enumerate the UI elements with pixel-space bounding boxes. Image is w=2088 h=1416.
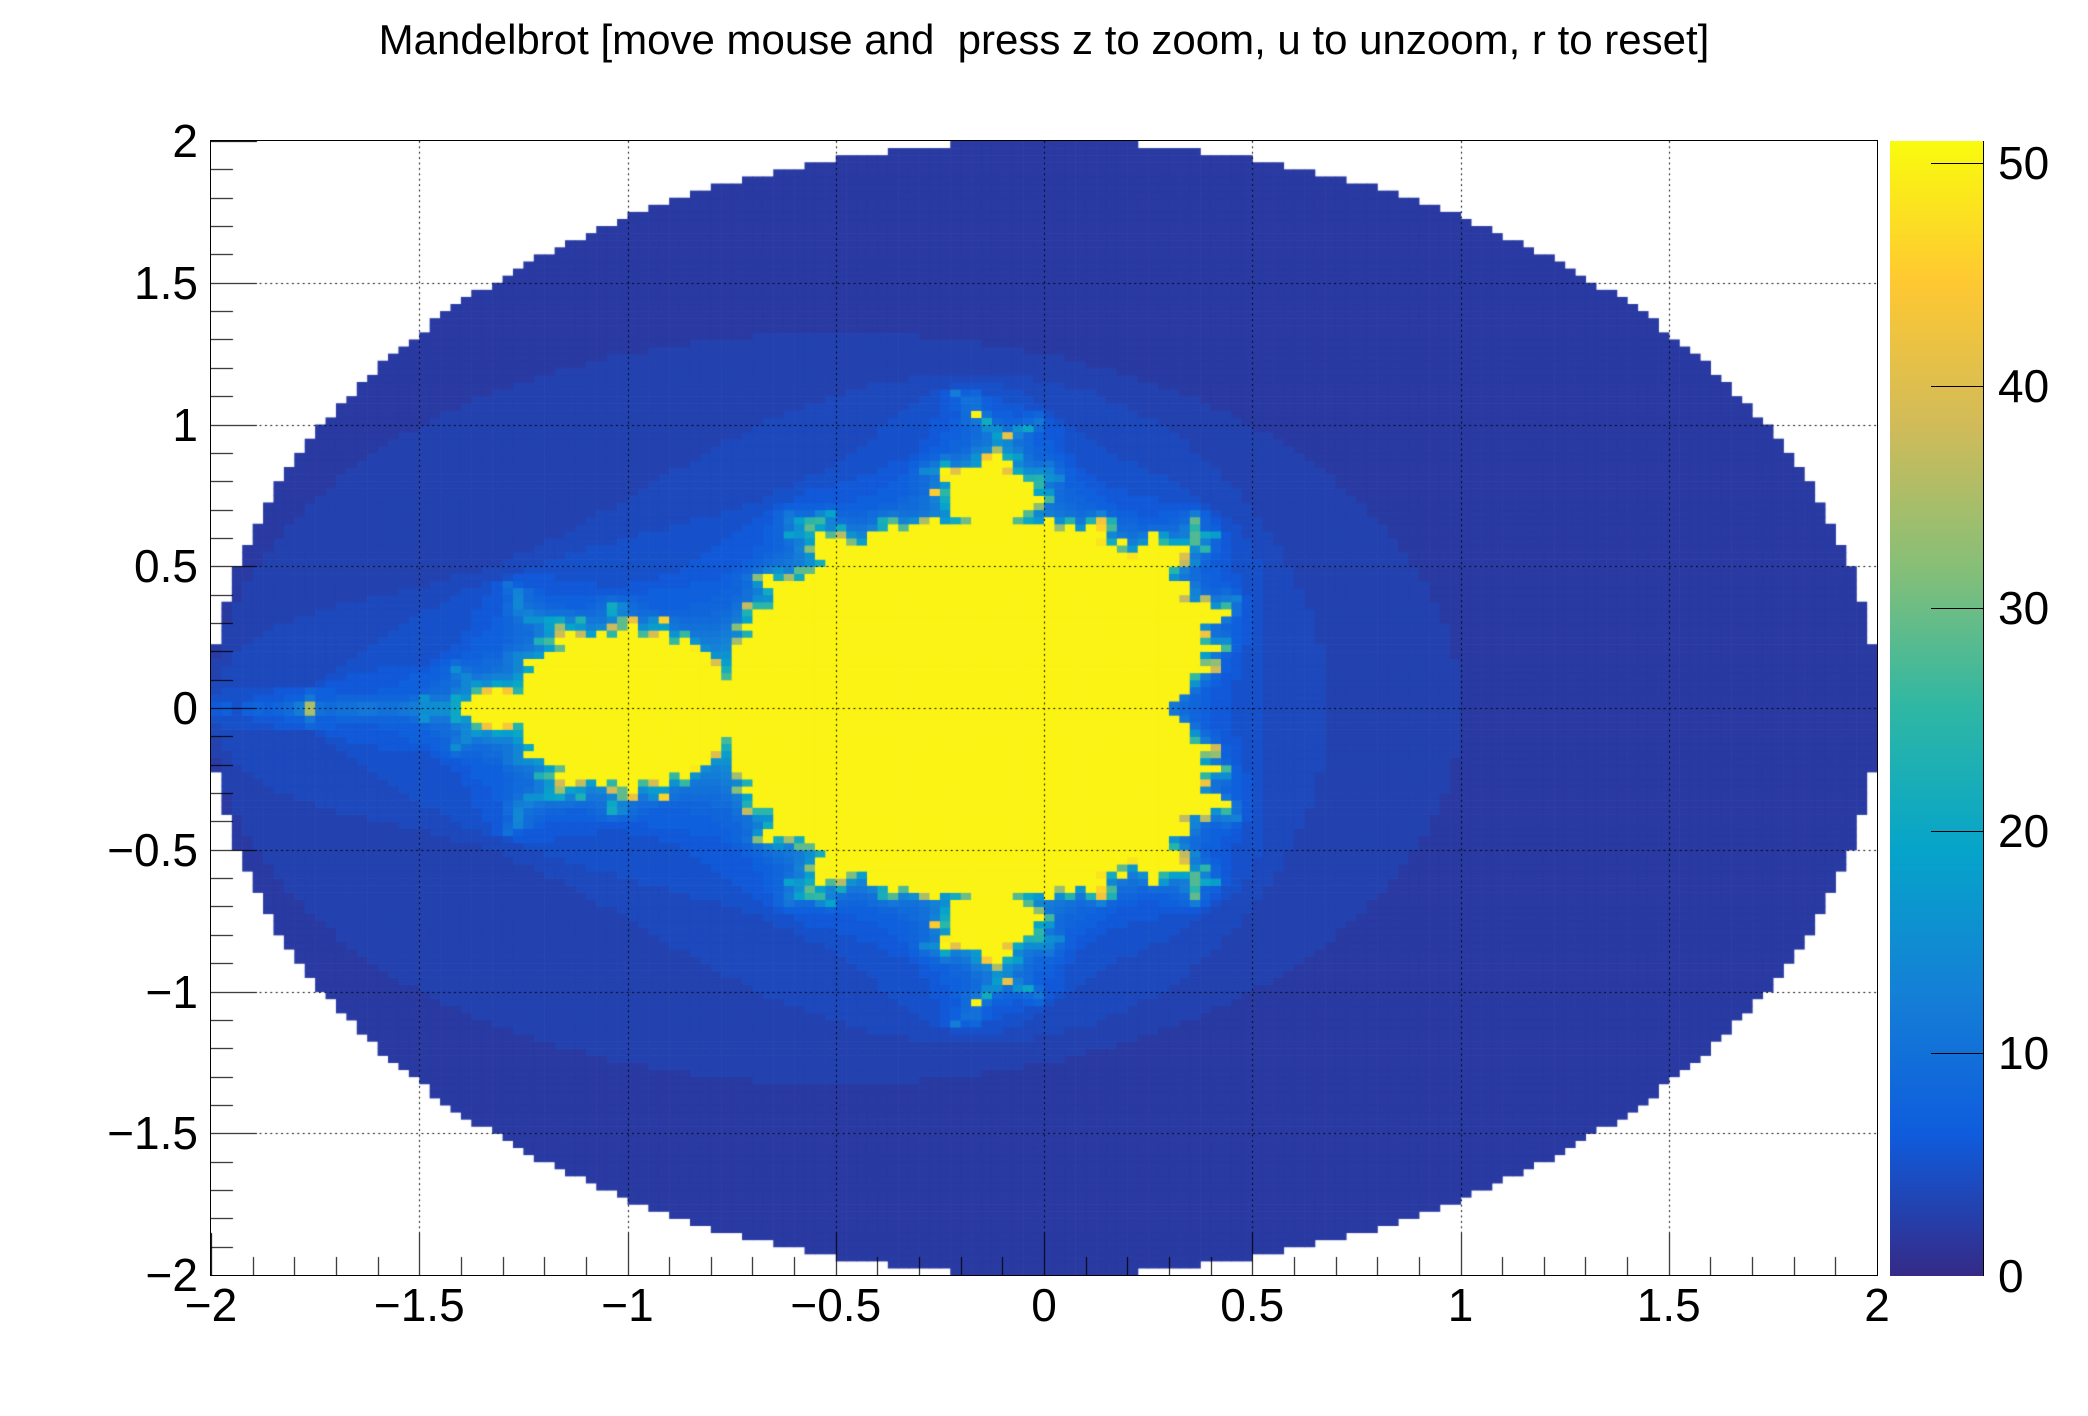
y-tick-label: 0 — [172, 682, 198, 734]
x-tick-label: −1.5 — [373, 1279, 465, 1331]
y-tick-label: 1 — [172, 398, 198, 451]
y-tick-label: 0.5 — [134, 540, 198, 593]
z-axis-line — [1983, 141, 1984, 1276]
y-tick-label: −0.5 — [107, 823, 198, 876]
z-tick-label: 30 — [1998, 582, 2050, 635]
z-tick-label: 20 — [1998, 804, 2050, 857]
z-tick-label: 50 — [1998, 137, 2050, 190]
x-tick-label: 2 — [1864, 1279, 1890, 1331]
y-tick-label: −1 — [145, 965, 198, 1018]
x-tick-label: −0.5 — [790, 1279, 882, 1331]
z-tick-label: 0 — [1998, 1250, 2024, 1302]
y-tick-label: 1.5 — [134, 256, 198, 309]
x-tick-label: 0 — [1031, 1279, 1057, 1331]
x-tick-label: 1 — [1447, 1279, 1474, 1331]
y-tick-label: −1.5 — [107, 1107, 198, 1160]
z-tick-mark — [1931, 386, 1983, 387]
x-tick-label: 1.5 — [1636, 1279, 1701, 1331]
z-tick-mark — [1931, 1053, 1983, 1054]
z-tick-mark — [1931, 831, 1983, 832]
y-tick-label: −2 — [145, 1249, 198, 1301]
chart-title: Mandelbrot [move mouse and press z to zo… — [378, 16, 1710, 63]
z-tick-label: 10 — [1998, 1027, 2050, 1080]
z-tick-label: 40 — [1998, 359, 2050, 412]
y-tick-label: 2 — [172, 115, 198, 167]
z-tick-mark — [1931, 608, 1983, 609]
mandelbrot-heatmap[interactable] — [211, 141, 1877, 1275]
x-tick-label: −1 — [601, 1279, 654, 1331]
z-tick-mark — [1931, 163, 1983, 164]
x-tick-label: 0.5 — [1220, 1279, 1285, 1331]
x-tick-label: −2 — [184, 1279, 238, 1331]
color-scale-bar — [1890, 141, 1983, 1276]
